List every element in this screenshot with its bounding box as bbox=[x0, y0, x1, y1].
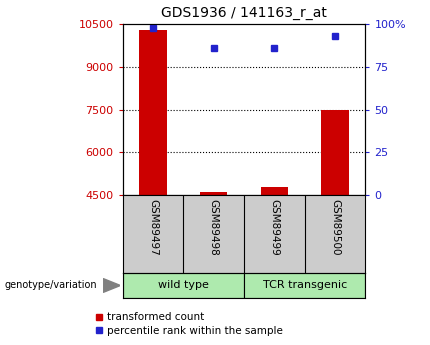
Text: GSM89499: GSM89499 bbox=[269, 199, 280, 256]
Title: GDS1936 / 141163_r_at: GDS1936 / 141163_r_at bbox=[161, 6, 327, 20]
Text: GSM89497: GSM89497 bbox=[148, 199, 158, 256]
Text: GSM89498: GSM89498 bbox=[209, 199, 219, 256]
Bar bbox=[139, 30, 166, 195]
Legend: transformed count, percentile rank within the sample: transformed count, percentile rank withi… bbox=[91, 308, 287, 340]
Bar bbox=[123, 273, 244, 298]
Bar bbox=[322, 110, 349, 195]
Text: GSM89500: GSM89500 bbox=[330, 199, 340, 255]
Bar bbox=[244, 273, 366, 298]
Text: wild type: wild type bbox=[158, 280, 209, 290]
Polygon shape bbox=[103, 279, 120, 292]
Bar bbox=[261, 187, 288, 195]
Text: genotype/variation: genotype/variation bbox=[4, 280, 97, 290]
Bar bbox=[200, 191, 227, 195]
Text: TCR transgenic: TCR transgenic bbox=[263, 280, 347, 290]
